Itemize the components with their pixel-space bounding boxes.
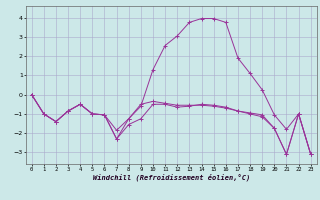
X-axis label: Windchill (Refroidissement éolien,°C): Windchill (Refroidissement éolien,°C) (92, 174, 250, 181)
